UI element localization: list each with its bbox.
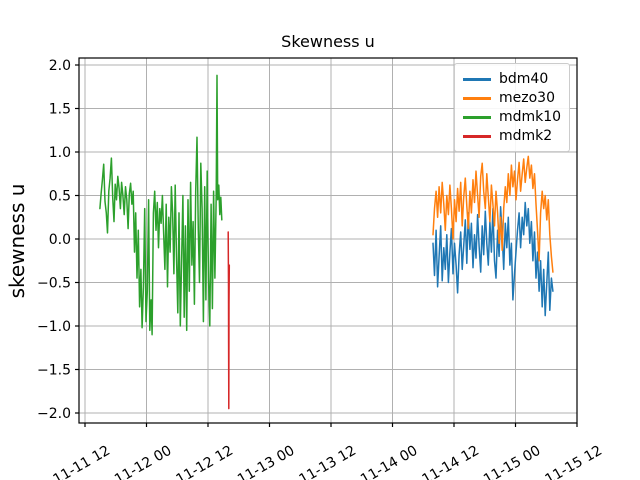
plot-frame xyxy=(78,57,578,424)
legend-item: bdm40 xyxy=(463,70,561,89)
legend-label: mdmk2 xyxy=(499,128,553,144)
tick-marks xyxy=(75,64,578,427)
data-series xyxy=(99,74,554,410)
y-tick-label: 1.0 xyxy=(49,145,71,161)
legend-line-swatch xyxy=(463,78,491,81)
series-line-mdmk10 xyxy=(99,74,223,336)
x-tick-label: 11-13 00 xyxy=(235,443,298,480)
x-tick-label: 11-15 12 xyxy=(542,443,605,480)
x-tick-label: 11-13 12 xyxy=(296,443,359,480)
x-tick-label: 11-12 12 xyxy=(173,443,236,480)
y-tick-label: 0.5 xyxy=(49,189,71,205)
y-tick-label: −1.0 xyxy=(37,319,71,335)
legend-line-swatch xyxy=(463,97,491,100)
legend-label: bdm40 xyxy=(499,71,549,87)
x-tick-label: 11-11 12 xyxy=(50,443,113,480)
x-tick-label: 11-14 00 xyxy=(358,443,421,480)
series-line-bdm40 xyxy=(432,201,554,317)
legend-line-swatch xyxy=(463,116,491,119)
y-tick-label: 2.0 xyxy=(49,58,71,74)
legend-item: mezo30 xyxy=(463,89,561,108)
y-tick-label: 1.5 xyxy=(49,102,71,118)
y-axis-tick-labels: −2.0 −1.5 −1.0 −0.5 0.0 0.5 1.0 1.5 2.0 xyxy=(37,58,71,422)
y-axis-label: skewness u xyxy=(5,184,29,299)
legend-line-swatch xyxy=(463,135,491,138)
legend-box: bdm40 mezo30 mdmk10 mdmk2 xyxy=(454,63,570,152)
y-tick-label: −0.5 xyxy=(37,276,71,292)
y-tick-label: −2.0 xyxy=(37,406,71,422)
y-tick-label: 0.0 xyxy=(49,232,71,248)
series-line-mezo30 xyxy=(432,155,554,273)
legend-item: mdmk10 xyxy=(463,108,561,127)
legend-label: mdmk10 xyxy=(499,109,562,125)
y-tick-label: −1.5 xyxy=(37,363,71,379)
legend-item: mdmk2 xyxy=(463,127,561,146)
legend-label: mezo30 xyxy=(499,90,555,106)
x-tick-label: 11-15 00 xyxy=(481,443,544,480)
series-line-mdmk2 xyxy=(227,231,231,410)
x-tick-label: 11-12 00 xyxy=(112,443,175,480)
x-tick-label: 11-14 12 xyxy=(419,443,482,480)
chart-title: Skewness u xyxy=(281,32,375,51)
